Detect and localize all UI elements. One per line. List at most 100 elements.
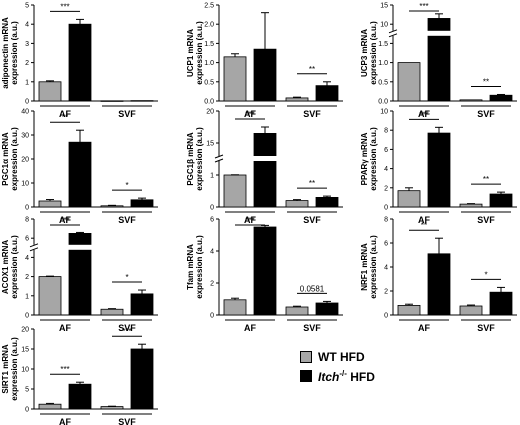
significance-label: ** [309, 179, 315, 188]
y-tick-label: 6 [384, 241, 388, 248]
bar-wt-hfd-af [38, 81, 62, 102]
bar-itch-ko-hfd-svf [130, 199, 154, 208]
y-tick-label: 10 [380, 109, 388, 116]
bar-itch-ko-hfd-svf [130, 100, 154, 102]
y-tick-label: 15 [206, 141, 214, 148]
y-tick-label: 10 [380, 22, 388, 29]
y-tick-label: 20 [206, 109, 214, 116]
bar-itch-ko-hfd-svf [315, 85, 339, 102]
y-tick-label: 2.0 [204, 22, 214, 29]
y-tick-label: 0.5 [378, 79, 388, 86]
bar-itch-ko-hfd-svf [489, 94, 513, 102]
category-label-svf: SVF [303, 215, 321, 225]
y-axis-label: UCP3 mRNAexpression (a.u.) [360, 21, 378, 85]
category-label-svf: SVF [303, 323, 321, 333]
y-tick-label: 1 [25, 293, 29, 300]
bar-wt-hfd-svf [100, 100, 124, 102]
bar-itch-ko-hfd-af [427, 253, 451, 316]
bar-itch-ko-hfd-af [253, 48, 277, 102]
category-label-svf: SVF [477, 323, 495, 333]
y-tick-label: 10 [21, 181, 29, 188]
bar-wt-hfd-af [38, 200, 62, 208]
y-axis-label: Tfam mRNAexpression (a.u.) [186, 235, 204, 299]
y-axis-label: PPARγ mRNAexpression (a.u.) [360, 127, 378, 191]
y-tick-label: 0 [25, 313, 29, 320]
y-tick-label: 0 [210, 205, 214, 212]
y-tick-label: 2 [25, 60, 29, 67]
bar-wt-hfd-af [397, 304, 421, 316]
bar-wt-hfd-svf [100, 308, 124, 316]
y-tick-label: 4 [384, 166, 388, 173]
axis-break-gap [215, 156, 343, 161]
significance-label: *** [60, 2, 69, 11]
y-tick-label: 6 [210, 217, 214, 224]
category-label-svf: SVF [118, 215, 136, 225]
category-label-af: AF [244, 215, 256, 225]
y-tick-label: 8 [384, 217, 388, 224]
significance-label: ** [421, 221, 427, 230]
category-label-af: AF [418, 215, 430, 225]
y-tick-label: 0 [384, 313, 388, 320]
legend-item-wt-hfd: WT HFD [300, 350, 365, 364]
bar-itch-ko-hfd-af [68, 383, 92, 410]
bar-wt-hfd-af [38, 276, 62, 316]
bar-wt-hfd-af [223, 299, 247, 316]
bar-itch-ko-hfd-svf [130, 348, 154, 410]
y-tick-label: 4 [210, 249, 214, 256]
axis-break-mark [214, 158, 224, 163]
y-tick-label: 15 [21, 347, 29, 354]
axis-break-gap [389, 30, 517, 36]
bar-wt-hfd-svf [459, 203, 483, 208]
y-tick-label: 0.0 [378, 99, 388, 106]
y-tick-label: 5 [25, 3, 29, 10]
bar-wt-hfd-svf [285, 306, 309, 316]
bar-wt-hfd-svf [459, 99, 483, 102]
y-tick-label: 0 [25, 407, 29, 414]
axis-break-mark [388, 33, 398, 38]
significance-label: 0.0581 [300, 284, 325, 293]
y-tick-label: 0 [210, 313, 214, 320]
category-label-af: AF [59, 109, 71, 119]
bar-itch-ko-hfd-af [253, 226, 277, 316]
y-tick-label: 4 [384, 265, 388, 272]
y-tick-label: 10 [21, 367, 29, 374]
significance-label: *** [419, 2, 428, 11]
significance-label: * [484, 270, 487, 279]
y-tick-label: 2.5 [204, 3, 214, 10]
y-axis-label: SIRT1 mRNAexpression (a.u.) [1, 337, 19, 401]
axis-break-mark [388, 29, 398, 34]
significance-label: * [125, 181, 128, 190]
panel-3: 0.0 0.5 1.0 1.5 10 15 UCP3 mRNAexpression (a.u… [360, 2, 517, 119]
bar-wt-hfd-svf [100, 205, 124, 208]
category-label-af: AF [244, 109, 256, 119]
y-tick-label: 4 [25, 255, 29, 262]
legend-label-wt-hfd: WT HFD [318, 350, 365, 364]
y-tick-label: 1.5 [378, 41, 388, 48]
y-tick-label: 8 [25, 217, 29, 224]
bar-itch-ko-hfd-af [68, 141, 92, 208]
significance-label: * [125, 273, 128, 282]
significance-label: *** [60, 216, 69, 225]
panel-1: 0 1 2 3 4 5 adiponectin mRNAexpression (a.u.) A… [1, 2, 158, 119]
y-axis-label: ACOX1 mRNAexpression (a.u.) [1, 235, 19, 299]
y-tick-label: 1.0 [378, 60, 388, 67]
y-tick-label: 2 [384, 185, 388, 192]
y-tick-label: 15 [380, 3, 388, 10]
axis-break-mark [29, 247, 39, 252]
category-label-af: AF [418, 323, 430, 333]
bar-itch-ko-hfd-svf [130, 293, 154, 316]
y-tick-label: 6 [25, 236, 29, 243]
category-label-svf: SVF [477, 109, 495, 119]
category-label-af: AF [59, 215, 71, 225]
significance-label: *** [245, 216, 254, 225]
y-tick-label: 1 [210, 173, 214, 180]
legend-item-itch-ko-hfd: Itch-/- HFD [300, 369, 375, 384]
y-axis-label: PGC1α mRNAexpression (a.u.) [1, 127, 19, 191]
significance-label: *** [245, 110, 254, 119]
category-label-svf: SVF [118, 323, 136, 333]
y-tick-label: 0 [25, 205, 29, 212]
